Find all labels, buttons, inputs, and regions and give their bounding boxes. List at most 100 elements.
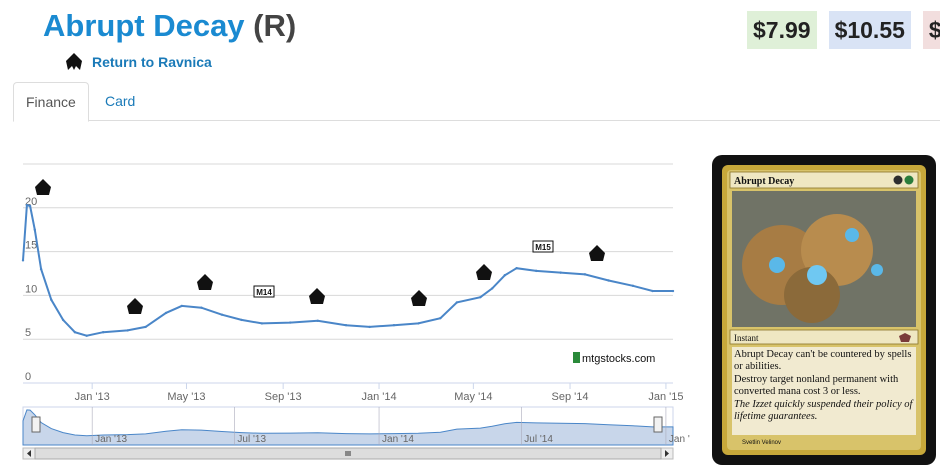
set-link[interactable]: Return to Ravnica	[92, 54, 212, 70]
price-point	[392, 323, 396, 327]
scroll-right-arrow-icon[interactable]	[665, 450, 669, 457]
card-flavor: The Izzet quickly suspended their policy…	[734, 399, 913, 422]
price-point	[651, 289, 654, 293]
price-point	[491, 287, 494, 290]
y-tick-label: 15	[25, 240, 37, 252]
price-point	[316, 319, 319, 323]
price-point	[61, 318, 65, 322]
y-tick-label: 5	[25, 327, 31, 339]
set-marker-icon	[197, 274, 213, 290]
set-marker-icon	[127, 298, 143, 314]
price-point	[631, 284, 635, 287]
card-type-bar	[729, 329, 919, 345]
set-symbol-icon	[899, 333, 911, 342]
card-name: Abrupt Decay	[43, 8, 245, 43]
card-type-line: Instant	[734, 333, 759, 343]
card-image-name: Abrupt Decay	[734, 176, 794, 187]
navigator-tick-label: Jan '14	[382, 434, 414, 445]
navigator-tick-label: Jul '14	[524, 434, 553, 445]
set-marker-label: M15	[535, 243, 551, 252]
set-marker-icon	[532, 240, 554, 253]
price-point	[39, 267, 43, 271]
set-row: Return to Ravnica	[64, 52, 212, 72]
card-rules-1: Abrupt Decay can't be countered by spell…	[734, 349, 912, 372]
card-title: Abrupt Decay (R)	[43, 8, 296, 44]
price-high: $	[922, 11, 940, 49]
set-marker-icon	[411, 290, 427, 306]
mana-green-icon	[904, 175, 914, 185]
price-point	[180, 304, 183, 308]
navigator-handle[interactable]	[31, 416, 41, 433]
price-avg: $10.55	[828, 11, 911, 49]
mana-black-icon	[893, 175, 903, 185]
price-point	[515, 267, 518, 270]
navigator-tick-label: Jul '13	[237, 434, 266, 445]
card-image-svg: Abrupt Decay Instant Abrupt Decay can't …	[722, 165, 926, 455]
navigator-tick-label: Jan '13	[95, 434, 127, 445]
card-text-box	[732, 347, 916, 435]
tab-card[interactable]: Card	[105, 93, 136, 109]
card-artist: Svetlin Velinov	[742, 440, 781, 446]
mtgstocks-logo-icon	[573, 352, 580, 363]
price-point	[439, 316, 442, 320]
price-badges: $7.99 $10.55 $	[747, 11, 940, 49]
rarity-label: (R)	[253, 8, 297, 43]
price-point	[344, 323, 348, 327]
price-point	[85, 334, 88, 337]
price-point	[50, 298, 53, 301]
price-point	[671, 289, 675, 293]
card-image: Abrupt Decay Instant Abrupt Decay can't …	[712, 155, 936, 465]
price-chart: 0 5 10 15 20 Jan '13 May '13 Sep '13 Jan '14 May …	[0, 150, 690, 470]
price-point	[220, 313, 224, 316]
price-point	[28, 204, 32, 208]
scroll-left-arrow-icon[interactable]	[27, 450, 31, 457]
set-marker-icon	[476, 264, 492, 280]
price-point	[33, 228, 36, 231]
price-point	[126, 329, 129, 332]
card-name-bar	[729, 171, 919, 189]
set-marker-icon	[589, 245, 605, 261]
y-tick-label: 10	[25, 283, 37, 295]
price-point	[607, 279, 610, 282]
price-point	[479, 295, 482, 299]
set-marker-icon	[35, 179, 51, 195]
price-low: $7.99	[747, 11, 817, 49]
price-point	[73, 330, 77, 334]
price-point	[144, 325, 147, 329]
set-marker-icon	[309, 288, 325, 304]
card-rules-2: Destroy target nonland permanent with co…	[734, 374, 899, 397]
x-tick-label: Sep '14	[552, 391, 589, 403]
navigator-tick-label: Jan '	[669, 434, 690, 445]
return-to-ravnica-set-icon	[66, 53, 82, 70]
price-point	[503, 274, 507, 277]
price-point	[455, 301, 459, 304]
price-point	[21, 259, 25, 262]
tab-finance[interactable]: Finance	[13, 82, 89, 122]
price-point	[200, 306, 203, 309]
price-point	[535, 269, 538, 273]
set-marker-label: M14	[256, 288, 272, 297]
x-tick-label: Jan '15	[648, 391, 683, 403]
x-tick-label: May '13	[167, 391, 205, 403]
x-tick-label: May '14	[454, 391, 492, 403]
price-point	[260, 322, 264, 325]
price-point	[583, 273, 587, 276]
price-point	[101, 330, 105, 334]
price-series-line	[22, 203, 673, 337]
price-point	[289, 321, 292, 324]
price-point	[240, 318, 243, 322]
x-tick-label: Jan '14	[361, 391, 396, 403]
price-point	[164, 311, 168, 315]
set-marker-icon	[253, 285, 275, 298]
watermark: mtgstocks.com	[582, 353, 655, 365]
tab-bar: Finance Card	[13, 82, 940, 122]
price-point	[25, 203, 29, 207]
navigator-handle[interactable]	[653, 416, 663, 433]
x-tick-label: Jan '13	[75, 391, 110, 403]
price-point	[417, 322, 420, 325]
y-tick-label: 0	[25, 371, 31, 383]
x-tick-label: Sep '13	[265, 391, 302, 403]
price-point	[559, 271, 562, 274]
navigator-series	[22, 409, 674, 446]
